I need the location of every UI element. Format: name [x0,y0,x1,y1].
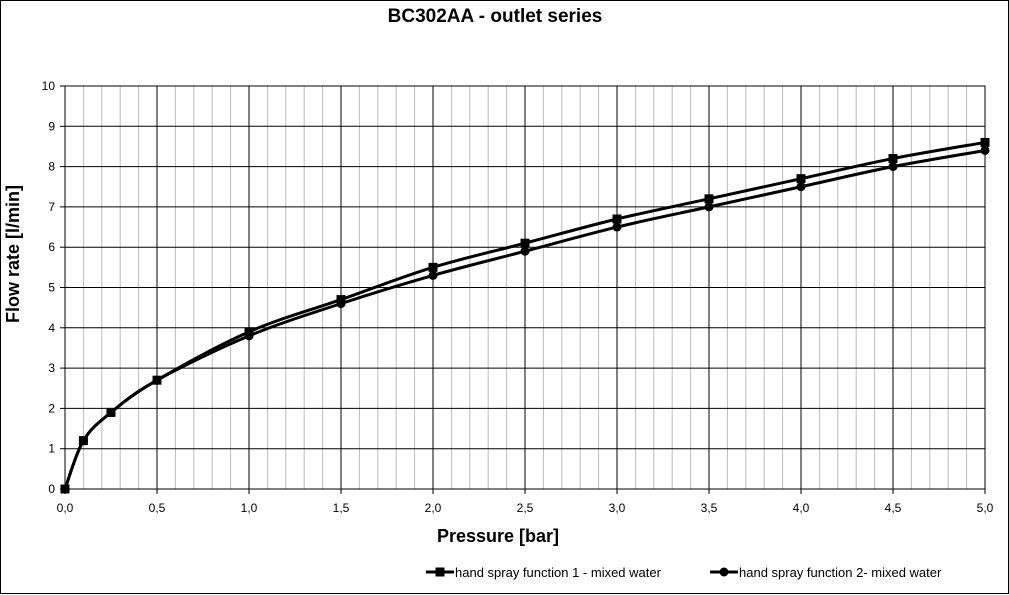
data-point-circle [244,331,254,341]
data-point-circle [796,182,806,192]
data-point-circle [888,162,898,172]
x-tick-label: 1,5 [333,501,350,515]
y-tick-label: 1 [48,442,55,456]
x-axis-title: Pressure [bar] [437,526,559,546]
data-point-circle [980,145,990,155]
y-tick-label: 4 [48,321,55,335]
legend-label: hand spray function 1 - mixed water [455,565,662,580]
data-point-square [428,262,438,272]
y-tick-label: 10 [42,79,56,93]
x-tick-label: 3,0 [609,501,626,515]
y-tick-label: 9 [48,119,55,133]
y-tick-label: 8 [48,160,55,174]
data-point-circle [428,270,438,280]
chart-title: BC302AA - outlet series [388,6,603,27]
data-point-circle [520,246,530,256]
x-tick-label: 0,0 [57,501,74,515]
data-point-square [796,174,806,184]
x-axis-ticks: 0,0 0,5 1,0 1,5 2,0 2,5 3,0 3,5 4,0 4,5 5,0 [57,489,994,515]
data-point-circle [60,484,70,494]
x-tick-label: 0,5 [149,501,166,515]
data-point-square [980,137,990,147]
y-tick-label: 6 [48,240,55,254]
data-point-circle [152,375,162,385]
major-gridlines [65,86,985,489]
data-point-circle [612,222,622,232]
x-tick-label: 3,5 [701,501,718,515]
series-layer [60,137,990,494]
legend-marker [435,567,445,577]
y-tick-label: 5 [48,281,55,295]
y-tick-label: 7 [48,200,55,214]
data-point-square [520,238,530,248]
y-tick-label: 3 [48,361,55,375]
data-point-circle [106,407,116,417]
x-tick-label: 5,0 [977,501,994,515]
legend-label: hand spray function 2- mixed water [739,565,942,580]
data-point-circle [704,202,714,212]
data-point-circle [78,436,88,446]
y-axis-ticks: 0 1 2 3 4 5 6 7 8 9 10 [42,79,65,496]
x-tick-label: 1,0 [241,501,258,515]
y-tick-label: 0 [48,482,55,496]
y-tick-label: 2 [48,401,55,415]
x-tick-label: 2,5 [517,501,534,515]
series-2 [60,145,990,494]
legend-item: hand spray function 1 - mixed water [426,565,662,580]
data-point-square [612,214,622,224]
legend: hand spray function 1 - mixed water hand … [426,565,942,580]
x-tick-label: 2,0 [425,501,442,515]
data-point-circle [336,299,346,309]
x-tick-label: 4,0 [793,501,810,515]
legend-item: hand spray function 2- mixed water [710,565,942,580]
legend-marker [719,567,729,577]
data-point-square [888,154,898,164]
x-tick-label: 4,5 [885,501,902,515]
data-point-square [704,194,714,204]
y-axis-title: Flow rate [l/min] [3,185,23,323]
